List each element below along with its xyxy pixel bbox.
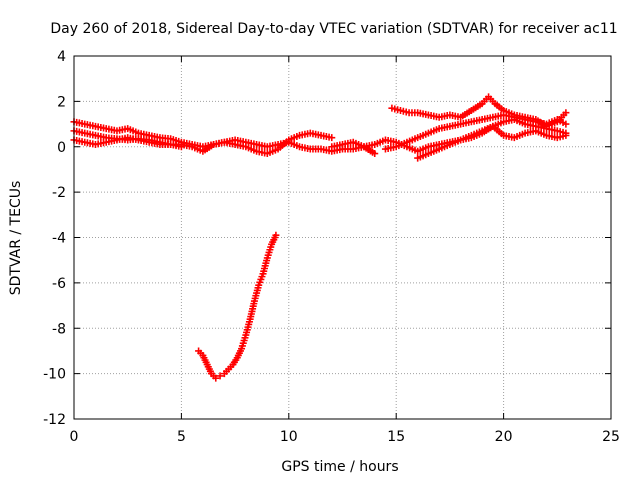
y-tick-label: 4 xyxy=(57,49,66,65)
x-tick-label: 5 xyxy=(177,429,186,445)
y-tick-label: 2 xyxy=(57,94,66,110)
data-markers xyxy=(70,93,570,382)
series-track-7 xyxy=(381,111,570,153)
x-axis-label: GPS time / hours xyxy=(281,459,398,475)
data-point xyxy=(562,120,570,128)
tick-labels: 0 5 10 15 20 25 -12 -10 -8 -6 -4 -2 0 2 4 xyxy=(43,49,620,445)
x-tick-label: 10 xyxy=(280,429,298,445)
x-tick-label: 20 xyxy=(495,429,513,445)
data-point xyxy=(212,374,220,382)
x-tick-label: 25 xyxy=(602,429,620,445)
chart-title: Day 260 of 2018, Sidereal Day-to-day VTE… xyxy=(50,21,617,37)
data-point xyxy=(562,109,570,117)
plot-frame xyxy=(73,55,612,420)
y-tick-label: -4 xyxy=(52,231,66,247)
axes xyxy=(73,55,612,420)
x-tick-label: 0 xyxy=(70,429,79,445)
y-axis-label: SDTVAR / TECUs xyxy=(8,181,24,296)
data-point xyxy=(272,231,280,239)
data-point xyxy=(177,143,185,151)
y-tick-label: -8 xyxy=(52,321,66,337)
data-point xyxy=(371,150,379,158)
y-tick-label: -6 xyxy=(52,276,66,292)
data-point xyxy=(216,372,224,380)
data-point xyxy=(562,131,570,139)
y-tick-label: -12 xyxy=(43,412,66,428)
y-tick-label: -10 xyxy=(43,367,66,383)
series-track-4 xyxy=(195,231,280,382)
y-tick-label: 0 xyxy=(57,140,66,156)
y-tick-label: -2 xyxy=(52,185,66,201)
data-point xyxy=(328,134,336,142)
x-tick-label: 15 xyxy=(387,429,405,445)
series-track-8 xyxy=(414,122,570,162)
